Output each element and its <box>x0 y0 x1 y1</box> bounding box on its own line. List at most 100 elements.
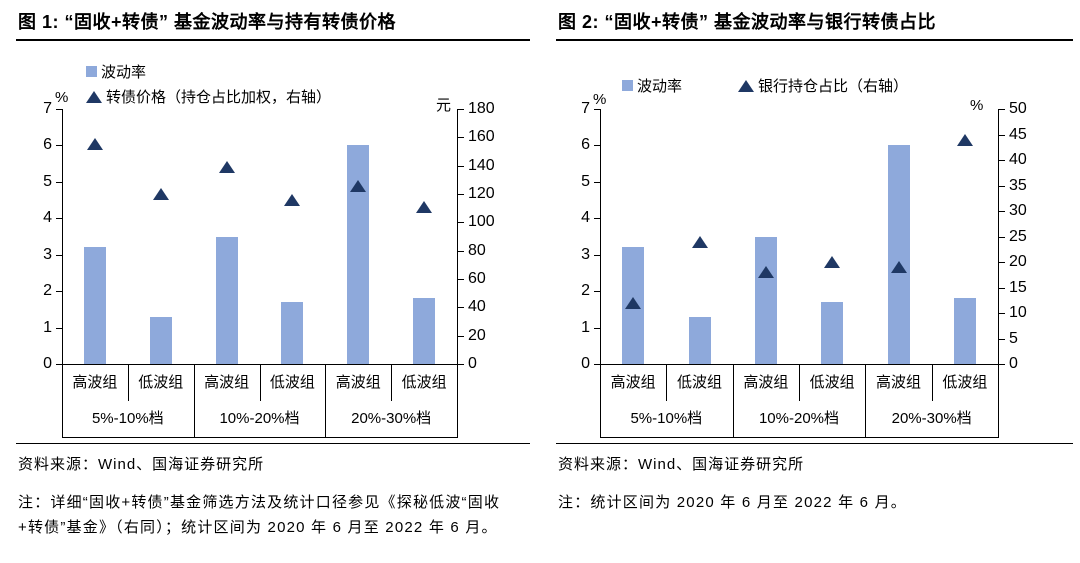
triangle-marker <box>218 161 235 174</box>
y-axis-right-line <box>998 109 999 364</box>
triangle-marker <box>691 235 708 248</box>
y-axis-right-tick <box>458 250 464 252</box>
figure-2-chart: 0 1 2 3 4 5 6 7 0 5 10 15 20 25 30 35 40 45 50%% 高波组 低波组 高波组低… <box>556 41 1073 444</box>
y-axis-right-tick-label: 40 <box>1009 151 1027 168</box>
y-axis-right-tick <box>999 185 1005 187</box>
y-axis-left-tick <box>594 181 600 183</box>
figure-1-chart: 0 1 2 3 4 5 6 7 0 20 40 60 80 100 120 140 160 180% 元高波组 低波组… <box>16 41 530 444</box>
y-axis-left-tick-label: 4 <box>581 209 590 227</box>
triangle-marker <box>284 193 301 206</box>
legend-label: 转债价格（持仓占比加权，右轴） <box>106 89 332 106</box>
legend-triangle-icon <box>738 79 755 92</box>
y-axis-left-unit-label: % <box>55 89 69 106</box>
y-axis-right-tick <box>999 211 1005 212</box>
figure-2-source: 资料来源：Wind、国海证券研究所 <box>558 456 805 473</box>
category-divider-major <box>865 364 867 437</box>
legend-label: 波动率 <box>101 64 147 81</box>
y-axis-left-tick-label: 0 <box>581 355 590 372</box>
figure-1-source: 资料来源：Wind、国海证券研究所 <box>18 456 265 473</box>
category-sub-label: 高波组 <box>335 374 381 391</box>
y-axis-right-tick <box>999 338 1005 340</box>
y-axis-left-tick <box>594 291 600 293</box>
y-axis-right-tick-label: 0 <box>468 355 477 372</box>
figure-2: 图 2: “固收+转债” 基金波动率与银行转债占比 0 1 2 3 4 5 6 7 0 5 10 15… <box>556 8 1073 515</box>
bar-低波组 <box>149 316 172 364</box>
category-divider-minor <box>259 364 261 401</box>
legend-item: 银行持仓占比（右轴） <box>738 75 908 96</box>
category-divider-major <box>62 364 63 437</box>
legend-item: 转债价格（持仓占比加权，右轴） <box>86 86 331 107</box>
y-axis-left-tick <box>56 364 62 365</box>
legend-label: 银行持仓占比（右轴） <box>758 78 909 95</box>
bar-高波组 <box>83 247 106 364</box>
category-divider-minor <box>391 364 393 401</box>
y-axis-left-tick-label: 2 <box>43 282 52 300</box>
y-axis-left-tick <box>594 327 600 329</box>
y-axis-left-tick-label: 5 <box>581 172 590 190</box>
category-divider-minor <box>931 364 933 401</box>
category-divider-major <box>732 364 734 437</box>
y-axis-right-tick <box>999 287 1005 289</box>
y-axis-right-tick <box>458 279 464 280</box>
bar-高波组 <box>347 145 370 364</box>
legend-square-icon <box>622 80 633 91</box>
category-divider-minor <box>666 364 668 401</box>
figure-1-title: 图 1: “固收+转债” 基金波动率与持有转债价格 <box>16 8 530 41</box>
category-sub-label: 低波组 <box>138 374 184 391</box>
category-sub-label: 高波组 <box>610 374 656 391</box>
category-sub-label: 高波组 <box>204 374 250 391</box>
y-axis-left-tick <box>594 254 600 256</box>
y-axis-left-tick <box>56 327 62 329</box>
bar-高波组 <box>754 236 777 364</box>
category-table-bottom-line <box>600 437 999 438</box>
y-axis-right-tick <box>458 335 464 337</box>
y-axis-right-tick <box>999 236 1005 238</box>
triangle-marker <box>625 296 642 309</box>
triangle-marker <box>956 133 973 146</box>
y-axis-right-tick <box>999 313 1005 314</box>
y-axis-right-line <box>457 109 458 364</box>
y-axis-right-tick <box>458 307 464 309</box>
y-axis-right-tick-label: 20 <box>468 326 486 344</box>
triangle-marker <box>152 188 169 200</box>
category-sub-label: 高波组 <box>875 374 921 391</box>
y-axis-left-tick <box>594 145 600 147</box>
y-axis-right-tick-label: 20 <box>1009 253 1027 270</box>
bar-高波组 <box>215 236 238 364</box>
legend-label: 波动率 <box>637 78 683 95</box>
y-axis-left-tick <box>594 109 600 110</box>
y-axis-right-tick-label: 25 <box>1009 227 1027 245</box>
y-axis-left-tick-label: 1 <box>43 318 52 336</box>
legend-triangle-icon <box>86 90 102 103</box>
bar-低波组 <box>688 316 711 364</box>
bar-低波组 <box>953 298 976 364</box>
legend-item: 波动率 <box>622 75 682 96</box>
y-axis-right-unit-label: % <box>970 97 984 114</box>
y-axis-left-tick <box>56 254 62 256</box>
y-axis-right-unit-label: 元 <box>436 97 452 114</box>
y-axis-right-tick <box>999 160 1005 161</box>
legend: 波动率 银行持仓占比（右轴） <box>622 75 908 96</box>
figure-1-note: 注：详细“固收+转债”基金筛选方法及统计口径参见《探秘低波“固收+转债”基金》（… <box>18 494 501 536</box>
y-axis-right-tick-label: 5 <box>1009 329 1018 347</box>
y-axis-right-tick-label: 100 <box>468 213 495 231</box>
y-axis-left-tick <box>56 218 62 220</box>
category-sub-label: 高波组 <box>743 374 789 391</box>
category-divider-major <box>325 364 327 437</box>
category-group-label: 5%-10%档 <box>91 410 164 427</box>
y-axis-right-tick-label: 35 <box>1009 176 1027 194</box>
category-sub-label: 低波组 <box>942 374 988 391</box>
figure-2-title: 图 2: “固收+转债” 基金波动率与银行转债占比 <box>556 8 1073 41</box>
y-axis-left-tick-label: 3 <box>581 245 590 263</box>
y-axis-left-tick-label: 3 <box>43 245 52 263</box>
y-axis-right-tick <box>458 194 464 195</box>
y-axis-right-tick-label: 15 <box>1009 278 1027 296</box>
category-sub-label: 低波组 <box>401 374 447 391</box>
category-divider-minor <box>127 364 129 401</box>
y-axis-right-tick-label: 160 <box>468 128 495 146</box>
legend-item: 波动率 <box>86 61 331 82</box>
category-sub-label: 低波组 <box>676 374 722 391</box>
y-axis-left-line <box>62 109 63 364</box>
y-axis-right-tick-label: 120 <box>468 185 495 202</box>
bar-低波组 <box>281 302 304 364</box>
